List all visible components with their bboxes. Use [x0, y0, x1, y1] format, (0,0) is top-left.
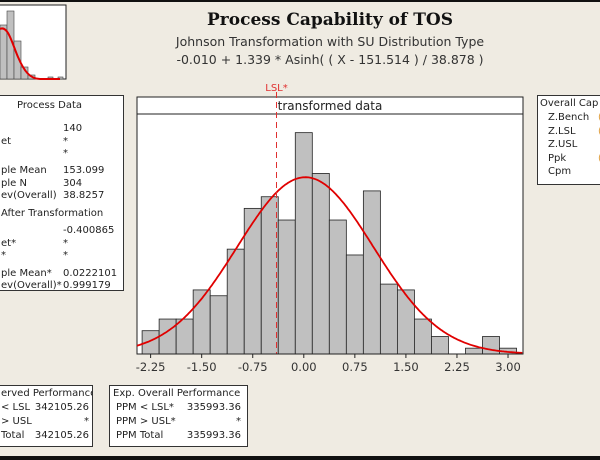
histogram-bar — [414, 318, 432, 355]
histogram-bar — [243, 207, 262, 355]
observed-value: 342105.26 — [34, 430, 89, 441]
observed-label: < LSL — [1, 402, 31, 413]
process-data-value: * — [63, 148, 68, 159]
process-data-value: 0.0222101 — [63, 268, 118, 279]
histogram-bar — [158, 318, 177, 355]
process-data-value: 0.999179 — [63, 280, 111, 291]
overall-capability-value-clipped: ( — [598, 126, 600, 137]
overall-capability-heading: Overall Cap — [540, 98, 599, 109]
process-data-value: * — [63, 136, 68, 147]
x-tick-label: -2.25 — [136, 360, 166, 374]
x-tick-label: 0.00 — [291, 360, 317, 374]
process-data-value: * — [63, 238, 68, 249]
overall-capability-label: Z.USL — [548, 139, 578, 150]
overall-capability-label: Cpm — [548, 166, 572, 177]
x-tick-label: 0.75 — [342, 360, 368, 374]
expected-value: 335993.36 — [186, 402, 241, 413]
observed-value: * — [84, 416, 89, 427]
overall-capability-value-clipped: ( — [598, 153, 600, 164]
chart-title: Process Capability of TOS — [207, 10, 453, 30]
process-data-label: * — [1, 250, 6, 261]
overall-capability-label: Ppk — [548, 152, 567, 164]
x-tick-label: 2.25 — [444, 360, 470, 374]
process-data-label: ple Mean — [1, 165, 47, 176]
process-data-value: 153.099 — [63, 165, 105, 176]
expected-label: PPM Total — [116, 430, 164, 441]
expected-performance-panel: Exp. Overall Performance PPM < LSL* 33599… — [109, 385, 248, 447]
expected-heading: Exp. Overall Performance — [113, 388, 241, 399]
process-data-panel: Process Data 140 et * * ple Mean 153.099 ple N… — [0, 95, 124, 291]
process-data-label: et — [1, 136, 12, 147]
process-data-value: 304 — [63, 178, 83, 189]
histogram-bar — [209, 295, 228, 355]
histogram-bar — [260, 196, 279, 355]
chart-subtitle: Johnson Transformation with SU Distribut… — [175, 34, 485, 49]
expected-label: PPM > USL* — [116, 416, 176, 427]
histogram-bar — [345, 254, 364, 355]
histogram-bar — [465, 347, 483, 355]
process-data-heading: Process Data — [17, 100, 82, 111]
overall-capability-label: Z.Bench — [548, 112, 590, 123]
process-data-label: ple N — [1, 178, 27, 189]
histogram-bar — [362, 190, 381, 355]
observed-heading: erved Performance — [1, 388, 93, 399]
top-border — [0, 0, 600, 2]
overall-capability-panel: Overall Cap Z.Bench ( Z.LSL ( Z.USL Ppk ( Cpm — [537, 95, 600, 185]
histogram-bar — [226, 248, 245, 355]
process-data-label: et* — [1, 238, 17, 249]
process-data-value: 140 — [63, 123, 83, 134]
panel-title: transformed data — [278, 99, 383, 113]
histogram-chart: transformed data LSL* -2.25 -1.50 -0.75 0.00 0… — [136, 83, 524, 374]
observed-value: 342105.26 — [34, 402, 89, 413]
original-data-thumbnail — [0, 4, 67, 80]
process-data-label: ev(Overall)* — [1, 280, 62, 291]
process-data-value: * — [63, 250, 68, 261]
x-tick-label: -0.75 — [238, 360, 268, 374]
histogram-bar — [328, 219, 347, 355]
process-data-value: 38.8257 — [63, 190, 105, 201]
lsl-label: LSL* — [265, 83, 288, 94]
histogram-bar — [175, 318, 194, 355]
process-data-label: ev(Overall) — [1, 190, 57, 201]
overall-capability-value-clipped: ( — [598, 112, 600, 123]
histogram-bar — [311, 173, 330, 355]
after-transformation-heading: After Transformation — [1, 208, 104, 219]
normal-fit-curve — [136, 176, 523, 354]
thumb-bar — [13, 40, 22, 80]
x-tick-label: 3.00 — [495, 360, 521, 374]
process-data-label: ple Mean* — [1, 268, 52, 279]
bottom-border — [0, 456, 600, 460]
histogram-bar — [379, 283, 398, 355]
expected-value: * — [236, 416, 241, 427]
observed-label: > USL — [1, 416, 32, 427]
x-tick-label: 1.50 — [393, 360, 419, 374]
x-tick-label: -1.50 — [187, 360, 217, 374]
histogram-bar — [277, 219, 296, 355]
transformation-formula: -0.010 + 1.339 * Asinh( ( X - 151.514 ) … — [176, 52, 484, 67]
histogram-bar — [294, 132, 313, 355]
process-data-value: -0.400865 — [63, 225, 115, 236]
histogram-bar — [396, 289, 415, 355]
histogram-bar — [431, 336, 449, 355]
expected-value: 335993.36 — [186, 430, 241, 441]
thumb-fit-curve — [0, 27, 60, 80]
overall-capability-label: Z.LSL — [548, 125, 576, 137]
observed-label: Total — [1, 430, 25, 441]
observed-performance-panel: erved Performance < LSL 342105.26 > USL * To… — [0, 385, 93, 447]
expected-label: PPM < LSL* — [116, 402, 174, 413]
